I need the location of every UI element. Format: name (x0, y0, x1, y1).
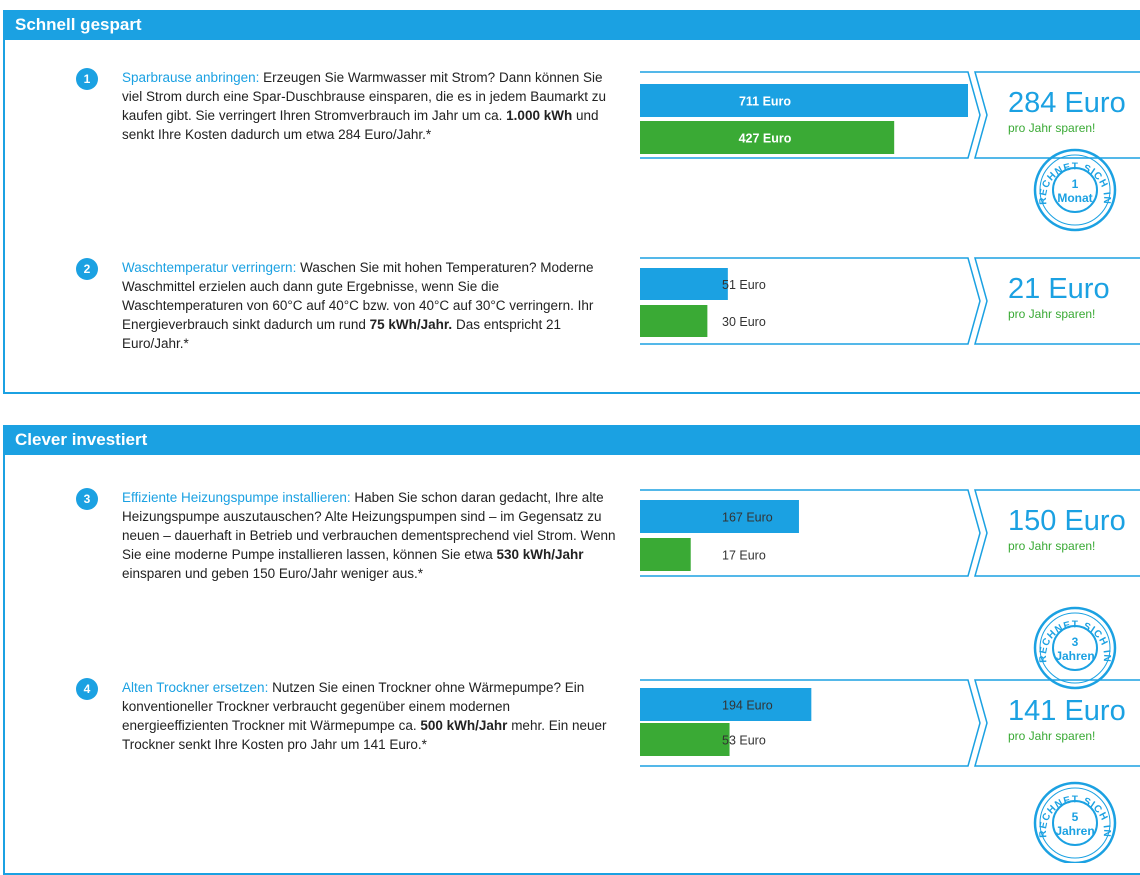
panel-outline (640, 679, 981, 767)
bar-label: 51 Euro (722, 278, 766, 292)
saving: 284 Euro (1008, 87, 1126, 119)
item-body: Haben Sie schon daran gedacht, Ihre alte… (122, 490, 616, 562)
bar (640, 268, 728, 300)
item-body: Waschen Sie mit hohen Temperaturen? Mode… (122, 260, 594, 332)
bar-label: 17 Euro (722, 549, 766, 563)
item-body: 75 kWh/Jahr. (369, 317, 453, 332)
saving: 141 Euro (1008, 695, 1126, 727)
panel-outline (974, 71, 1140, 159)
panel-outline (640, 257, 981, 345)
item-body: Das entspricht 21 Euro/Jahr.* (122, 317, 561, 351)
item-number: 1 (76, 68, 98, 90)
section-box (3, 40, 1140, 394)
bar (640, 84, 968, 117)
bar-label: 711 Euro (739, 95, 791, 109)
bar (640, 723, 730, 756)
bar (640, 688, 812, 721)
item-number: 4 (76, 678, 98, 700)
stamp-unit: Monat (1057, 191, 1092, 205)
item-text: Alten Trockner ersetzen: Nutzen Sie eine… (122, 678, 617, 754)
item-number: 3 (76, 488, 98, 510)
item-title: Effiziente Heizungspumpe installieren: (122, 490, 351, 505)
saving-note: pro Jahr sparen! (1008, 539, 1095, 553)
item-body: mehr. Ein neuer Trockner senkt Ihre Kost… (122, 718, 607, 752)
item-number: 2 (76, 258, 98, 280)
panel-outline (974, 679, 1140, 767)
saving: 21 Euro (1008, 273, 1110, 305)
panel-outline (640, 71, 981, 159)
bar-label: 53 Euro (722, 734, 766, 748)
section-header: Clever investiert (3, 425, 1140, 455)
saving-note: pro Jahr sparen! (1008, 121, 1095, 135)
stamp-unit: Jahren (1055, 824, 1094, 838)
item-title: Sparbrause anbringen: (122, 70, 260, 85)
saving-note: pro Jahr sparen! (1008, 729, 1095, 743)
panel-outline (974, 489, 1140, 577)
item-text: Effiziente Heizungspumpe installieren: H… (122, 488, 617, 583)
bar-label: 30 Euro (722, 315, 766, 329)
stamp-ring (1033, 606, 1117, 690)
stamp-unit: Jahren (1055, 649, 1094, 663)
saving-note: pro Jahr sparen! (1008, 307, 1095, 321)
item-body: 1.000 kWh (506, 108, 573, 123)
item-body: Erzeugen Sie Warmwasser mit Strom? Dann … (122, 70, 606, 123)
stamp-ring (1039, 154, 1111, 226)
stamp-number: 5 (1072, 810, 1079, 824)
item-body: einsparen und geben 150 Euro/Jahr wenige… (122, 566, 423, 581)
stamp-ring (1033, 781, 1117, 863)
stamp-ring (1052, 167, 1098, 213)
saving: 150 Euro (1008, 505, 1126, 537)
stamp-ring (1039, 612, 1111, 684)
stamp-ring (1052, 800, 1098, 846)
stamp-ring (1052, 625, 1098, 671)
item-title: Waschtemperatur verringern: (122, 260, 297, 275)
item-body: 530 kWh/Jahr (496, 547, 584, 562)
bar (640, 121, 895, 154)
stamp-number: 1 (1072, 177, 1079, 191)
item-title: Alten Trockner ersetzen: (122, 680, 269, 695)
stamp-ring (1033, 148, 1117, 232)
panel-outline (974, 257, 1140, 345)
panel-outline (640, 489, 981, 577)
section-header: Schnell gespart (3, 10, 1140, 40)
bar-label: 167 Euro (722, 511, 773, 525)
item-text: Waschtemperatur verringern: Waschen Sie … (122, 258, 617, 353)
bar (640, 500, 799, 533)
bar (640, 538, 691, 571)
item-body: und senkt Ihre Kosten dadurch um etwa 28… (122, 108, 599, 142)
item-body: 500 kWh/Jahr (420, 718, 508, 733)
bar (640, 305, 708, 337)
stamp-number: 3 (1072, 635, 1079, 649)
bar-label: 194 Euro (722, 699, 773, 713)
item-text: Sparbrause anbringen: Erzeugen Sie Warmw… (122, 68, 617, 144)
bar-label: 427 Euro (739, 132, 792, 146)
stamp-ring (1039, 787, 1111, 859)
item-body: Nutzen Sie einen Trockner ohne Wärmepump… (122, 680, 585, 733)
